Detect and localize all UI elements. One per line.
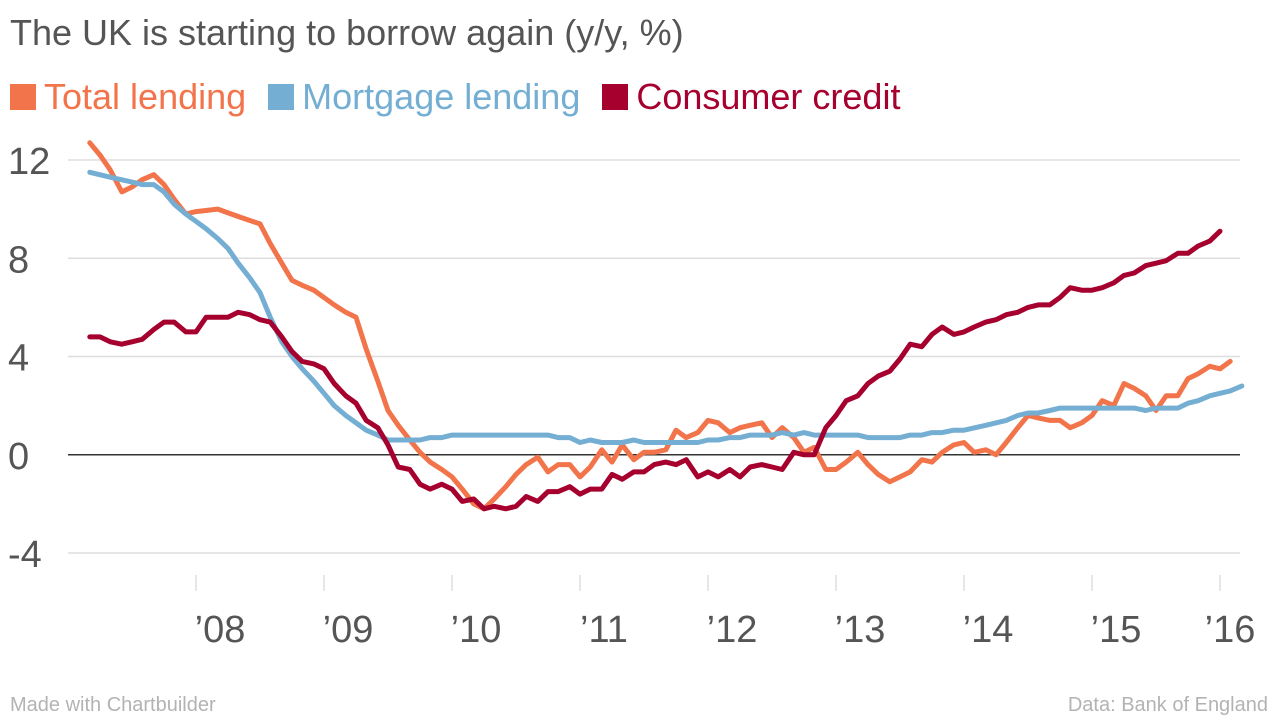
x-tick-label: ’16 bbox=[1205, 609, 1256, 651]
x-tick-label: ’10 bbox=[451, 609, 502, 651]
x-tick-label: ’13 bbox=[835, 609, 886, 651]
legend-label-total-lending: Total lending bbox=[44, 76, 247, 117]
x-tick-label: ’12 bbox=[707, 609, 758, 651]
y-tick-label: 0 bbox=[8, 436, 29, 478]
y-tick-label: 8 bbox=[8, 239, 29, 281]
legend-item-mortgage-lending: Mortgage lending bbox=[268, 76, 580, 118]
consumer-credit-line bbox=[87, 228, 1223, 512]
legend-label-consumer-credit: Consumer credit bbox=[636, 76, 901, 117]
legend-swatch-total-lending bbox=[10, 84, 36, 110]
legend: Total lending Mortgage lending Consumer … bbox=[10, 76, 922, 118]
total-lending-line bbox=[87, 140, 1233, 512]
x-tick-label: ’08 bbox=[195, 609, 246, 651]
legend-item-consumer-credit: Consumer credit bbox=[602, 76, 900, 118]
y-tick-label: 12 bbox=[8, 141, 50, 183]
legend-item-total-lending: Total lending bbox=[10, 76, 246, 118]
chart-title: The UK is starting to borrow again (y/y,… bbox=[10, 12, 684, 53]
x-tick-label: ’14 bbox=[963, 609, 1014, 651]
legend-swatch-consumer-credit bbox=[602, 84, 629, 110]
x-tick-label: ’11 bbox=[580, 609, 628, 651]
legend-label-mortgage-lending: Mortgage lending bbox=[302, 76, 581, 117]
y-tick-label: 4 bbox=[8, 338, 29, 380]
x-tick-label: ’09 bbox=[323, 609, 374, 651]
footer-source: Data: Bank of England bbox=[1067, 694, 1268, 716]
x-tick-label: ’15 bbox=[1091, 609, 1142, 651]
mortgage-lending-line bbox=[87, 169, 1245, 445]
y-tick-label: -4 bbox=[8, 534, 42, 576]
footer-credit: Made with Chartbuilder bbox=[10, 694, 216, 716]
legend-swatch-mortgage-lending bbox=[268, 84, 295, 110]
